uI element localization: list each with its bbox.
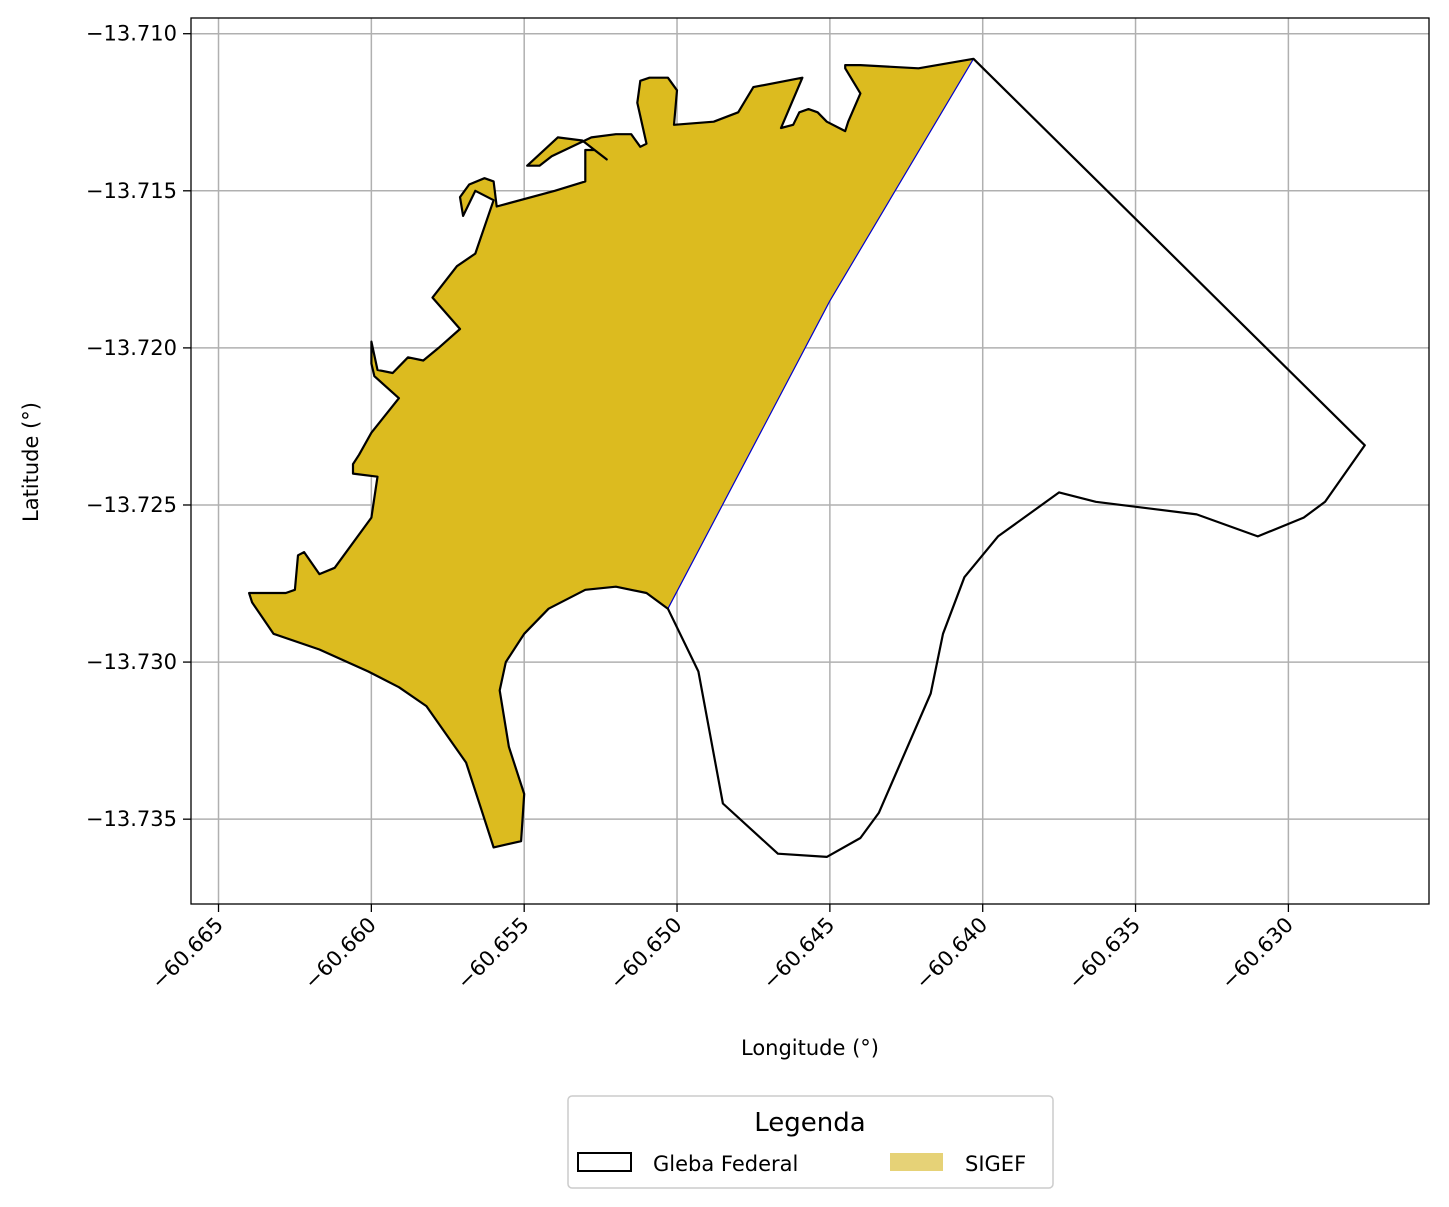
y-axis-label: Latitude (°) [19, 402, 43, 522]
legend-title: Legenda [754, 1108, 865, 1138]
x-axis-label: Longitude (°) [741, 1036, 879, 1060]
y-tick-label: −13.735 [86, 807, 177, 831]
y-tick-label: −13.725 [86, 493, 177, 517]
legend-swatch-sigef [890, 1153, 943, 1171]
plot-area [190, 17, 1430, 905]
polygon-gleba-federal [248, 57, 1366, 859]
y-tick-label: −13.710 [86, 22, 177, 46]
legend-label-gleba-federal: Gleba Federal [653, 1152, 798, 1176]
y-axis-ticks: −13.710 −13.715 −13.720 −13.725 −13.730 −13.7… [86, 22, 191, 831]
plot-frame [190, 17, 1430, 905]
y-tick-label: −13.720 [86, 336, 177, 360]
legend-swatch-gleba-federal [577, 1152, 632, 1172]
y-tick-label: −13.715 [86, 179, 177, 203]
y-tick-label: −13.730 [86, 650, 177, 674]
legend: Legenda Gleba Federal SIGEF [567, 1095, 1054, 1189]
legend-label-sigef: SIGEF [965, 1152, 1026, 1176]
map-polygons [248, 57, 1366, 859]
